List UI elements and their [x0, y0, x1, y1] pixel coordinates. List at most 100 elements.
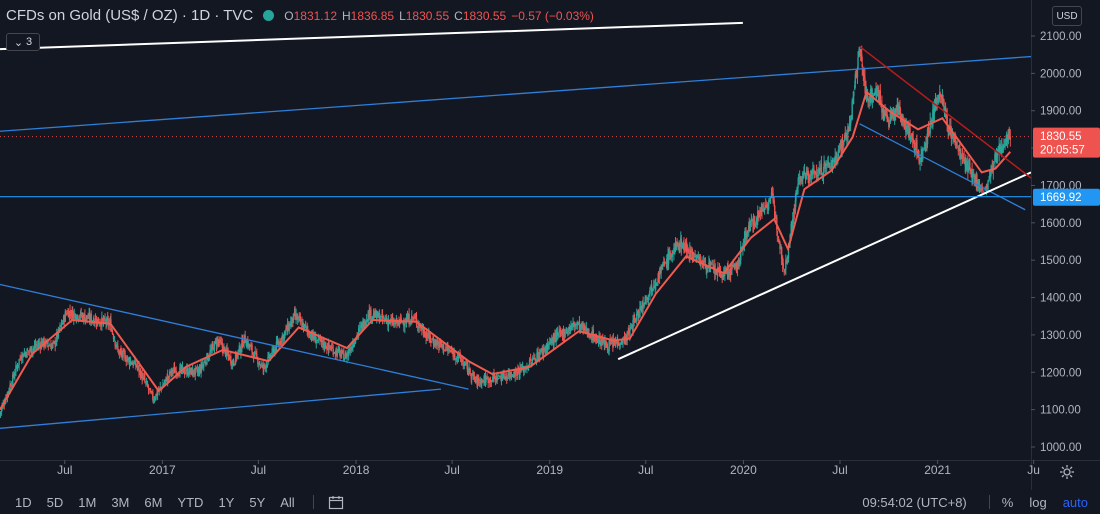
- candle-body: [335, 350, 337, 356]
- range-button-all[interactable]: All: [280, 494, 295, 510]
- candle-body: [507, 373, 510, 376]
- candle-body: [84, 314, 86, 321]
- candle-body: [408, 313, 410, 325]
- candle-body: [746, 231, 749, 234]
- candle-body: [735, 264, 737, 269]
- candle-body: [126, 359, 129, 362]
- symbol-title[interactable]: CFDs on Gold (US$ / OZ) · 1D · TVC: [6, 7, 254, 24]
- range-button-6m[interactable]: 6M: [144, 494, 163, 510]
- range-button-5y[interactable]: 5Y: [249, 494, 266, 510]
- candle-body: [874, 92, 876, 94]
- candle-body: [973, 174, 975, 179]
- candle-body: [582, 325, 585, 330]
- range-button-5d[interactable]: 5D: [46, 494, 64, 510]
- candle-body: [983, 190, 985, 192]
- range-button-3m[interactable]: 3M: [111, 494, 130, 510]
- candle-body: [908, 127, 910, 134]
- candle-body: [869, 96, 871, 102]
- candle-body: [943, 108, 946, 110]
- candle-body: [473, 376, 476, 380]
- candle-body: [910, 134, 913, 138]
- candle-body: [26, 350, 29, 351]
- candle-body: [792, 218, 794, 230]
- candle-body: [962, 154, 965, 156]
- candle-body: [853, 91, 855, 97]
- candle-body: [34, 343, 37, 347]
- candle-body: [819, 168, 821, 171]
- candle-body: [139, 370, 141, 372]
- candle-body: [56, 333, 59, 338]
- candle-body: [326, 348, 329, 351]
- candle-body: [609, 339, 611, 345]
- candle-body: [434, 340, 436, 346]
- candle-body: [213, 341, 216, 352]
- candle-body: [865, 93, 868, 100]
- candle-body: [885, 110, 887, 117]
- candle-body: [1003, 145, 1005, 147]
- candle-body: [65, 313, 67, 315]
- candle-body: [451, 352, 453, 353]
- candle-body: [656, 282, 658, 284]
- candle-body: [162, 384, 164, 388]
- candle-body: [618, 342, 620, 346]
- candle-body: [898, 105, 900, 115]
- candle-body: [650, 284, 653, 292]
- candle-body: [381, 314, 384, 319]
- candle-body: [107, 316, 109, 320]
- trendline: [0, 21, 743, 51]
- bottom-toolbar: 1D 5D 1M 3M 6M YTD 1Y 5Y All 09:54:02 (UTC+8) % …: [0, 490, 1100, 514]
- clock[interactable]: 09:54:02 (UTC+8): [862, 494, 967, 510]
- candle-body: [537, 351, 539, 359]
- candle-body: [924, 144, 927, 148]
- settings-gear-icon[interactable]: [1058, 463, 1076, 481]
- candle-body: [254, 351, 256, 353]
- currency-button[interactable]: USD: [1052, 6, 1082, 26]
- candle-body: [679, 243, 681, 246]
- candle-body: [337, 349, 340, 352]
- candle-body: [70, 315, 72, 317]
- candle-body: [173, 367, 176, 373]
- candle-body: [43, 344, 46, 346]
- candle-body: [190, 367, 193, 375]
- range-button-1m[interactable]: 1M: [78, 494, 97, 510]
- candle-body: [738, 260, 740, 266]
- y-tick-label: 1600.00: [1040, 218, 1082, 230]
- auto-scale-toggle[interactable]: auto: [1062, 494, 1088, 510]
- candle-body: [488, 382, 490, 383]
- candle-body: [774, 205, 776, 219]
- candle-body: [783, 270, 785, 273]
- candle-body: [605, 340, 607, 347]
- candle-body: [373, 314, 375, 318]
- candle-body: [295, 314, 297, 318]
- candle-body: [246, 341, 248, 347]
- candle-body: [935, 98, 937, 109]
- range-button-1y[interactable]: 1Y: [218, 494, 235, 510]
- candle-body: [476, 378, 479, 386]
- candle-body: [209, 350, 211, 356]
- percent-scale-toggle[interactable]: %: [1001, 494, 1014, 510]
- candle-body: [536, 352, 538, 360]
- calendar-icon[interactable]: [328, 495, 344, 510]
- candle-body: [638, 315, 640, 318]
- candle-body: [251, 344, 253, 353]
- range-button-1d[interactable]: 1D: [15, 494, 32, 510]
- candle-body: [482, 379, 484, 381]
- candle-body: [188, 368, 190, 375]
- candle-body: [889, 112, 892, 123]
- candle-body: [586, 328, 589, 334]
- candle-body: [693, 254, 695, 259]
- price-change: −0.57 (−0.03%): [511, 8, 594, 23]
- log-scale-toggle[interactable]: log: [1029, 494, 1047, 510]
- candle-body: [59, 325, 61, 330]
- indicators-collapse-button[interactable]: ⌄ 3: [6, 33, 40, 51]
- candle-body: [122, 349, 125, 352]
- candle-body: [948, 134, 950, 136]
- candle-body: [169, 371, 172, 374]
- candle-body: [701, 259, 703, 264]
- candle-body: [31, 351, 33, 354]
- candle-body: [30, 346, 33, 354]
- range-button-ytd[interactable]: YTD: [177, 494, 204, 510]
